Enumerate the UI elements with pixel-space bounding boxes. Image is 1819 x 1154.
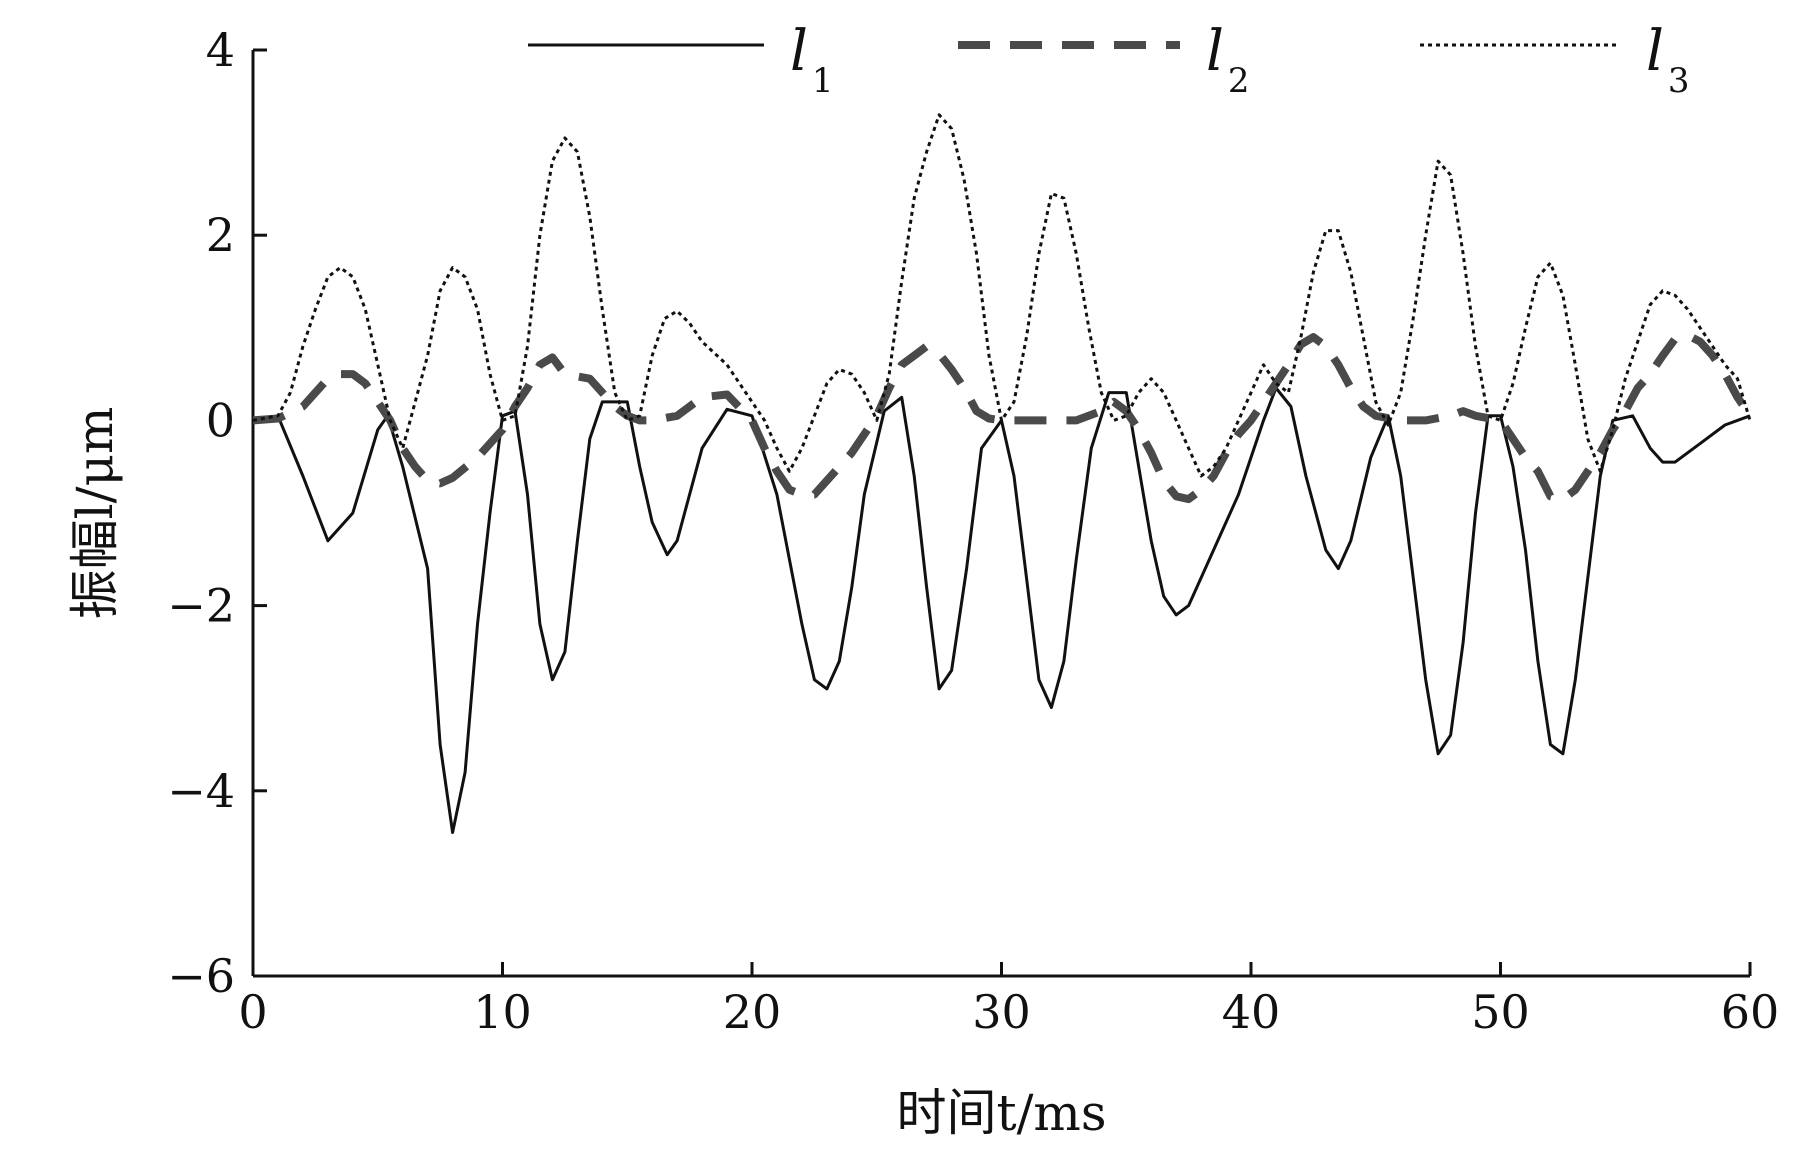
x-tick-label: 10 (473, 985, 532, 1039)
x-axis-label: 时间t/ms (896, 1084, 1106, 1142)
legend-label-subscript: 1 (812, 61, 834, 101)
y-tick-label: −4 (167, 764, 235, 818)
y-tick-label: 2 (206, 208, 235, 262)
y-tick-label: 0 (206, 393, 235, 447)
x-tick-label: 0 (238, 985, 267, 1039)
x-tick-label: 30 (972, 985, 1031, 1039)
series-line-l2 (252, 331, 1754, 504)
y-tick-label: −2 (167, 579, 235, 633)
y-axis-label: 振幅l/μm (66, 407, 124, 620)
x-ticks: 0 10 20 30 40 50 60 (238, 962, 1779, 1039)
legend-label-main: l (790, 19, 808, 84)
y-tick-label: −6 (167, 949, 235, 1003)
x-tick-label: 60 (1721, 985, 1780, 1039)
series-line-l1 (252, 386, 1751, 834)
axes (251, 50, 1750, 978)
series-layer (252, 113, 1754, 834)
y-ticks: −6 −4 −2 0 2 4 (167, 23, 267, 1003)
legend-label-main: l (1206, 19, 1224, 84)
legend-label-subscript: 3 (1668, 61, 1690, 101)
legend-label-main: l (1646, 19, 1664, 84)
x-tick-label: 50 (1471, 985, 1530, 1039)
y-tick-label: 4 (206, 23, 235, 77)
series-line-l3 (252, 113, 1752, 478)
x-tick-label: 20 (723, 985, 782, 1039)
x-tick-label: 40 (1222, 985, 1281, 1039)
legend-label-subscript: 2 (1228, 61, 1250, 101)
